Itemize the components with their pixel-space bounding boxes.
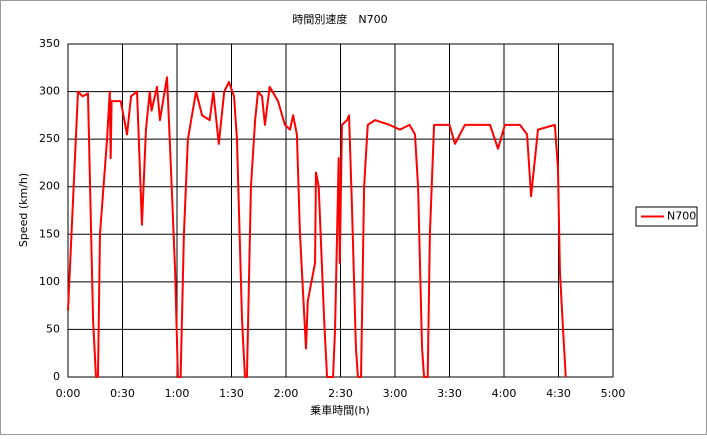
legend: [635, 206, 698, 227]
legend-label: N700: [667, 210, 696, 223]
x-tick-label: 1:00: [165, 387, 190, 400]
x-tick-label: 2:30: [328, 387, 353, 400]
x-tick-label: 2:00: [274, 387, 299, 400]
x-axis-label: 乗車時間(h): [310, 403, 370, 417]
data-line: [67, 76, 567, 378]
y-tick-label: 100: [39, 275, 60, 288]
x-tick-label: 1:30: [219, 387, 244, 400]
y-axis-label: Speed (km/h): [17, 173, 30, 247]
x-tick-label: 5:00: [601, 387, 626, 400]
x-tick-label: 3:30: [437, 387, 462, 400]
y-tick-label: 200: [39, 180, 60, 193]
x-tick-label: 4:30: [546, 387, 571, 400]
y-tick-label: 300: [39, 85, 60, 98]
y-tick-label: 250: [39, 132, 60, 145]
x-tick-label: 0:30: [110, 387, 135, 400]
x-tick-label: 4:00: [492, 387, 517, 400]
y-tick-label: 0: [53, 370, 60, 383]
y-tick-label: 50: [46, 322, 60, 335]
y-tick-label: 150: [39, 227, 60, 240]
chart-title: 時間別速度 N700: [292, 12, 387, 26]
y-tick-label: 350: [39, 37, 60, 50]
x-tick-label: 0:00: [56, 387, 81, 400]
x-tick-label: 3:00: [383, 387, 408, 400]
